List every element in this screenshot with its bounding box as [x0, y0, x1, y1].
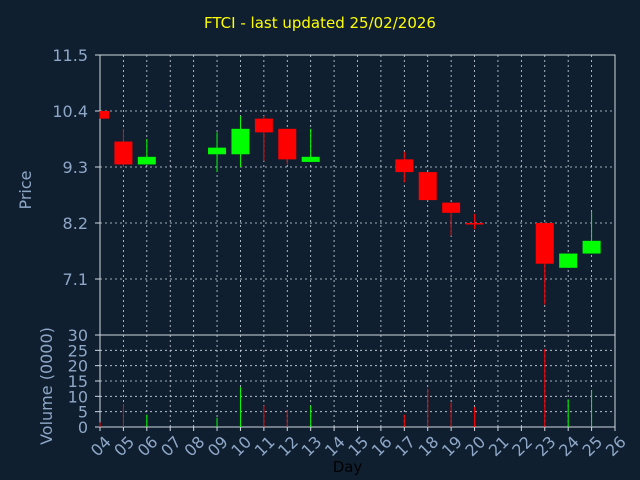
- price-tick-label: 9.3: [63, 158, 88, 177]
- candle-body: [100, 111, 109, 119]
- candle-body: [231, 128, 250, 155]
- x-axis-title: Day: [333, 458, 363, 476]
- price-axis-title: Price: [16, 170, 35, 209]
- candle-body: [208, 147, 227, 155]
- price-tick-label: 7.1: [63, 270, 88, 289]
- volume-tick-label: 10: [68, 387, 88, 406]
- volume-tick-label: 20: [68, 357, 88, 376]
- candle-body: [582, 240, 601, 254]
- candle-body: [254, 118, 273, 133]
- candle-body: [559, 253, 578, 268]
- price-tick-label: 10.4: [52, 102, 88, 121]
- candle-body: [278, 128, 297, 160]
- candle-body: [535, 223, 554, 264]
- volume-axis-title: Volume (0000): [37, 327, 56, 445]
- candle-body: [301, 156, 320, 162]
- candle-body: [137, 156, 156, 165]
- volume-tick-label: 0: [78, 418, 88, 437]
- candle-body: [114, 141, 133, 165]
- volume-tick-label: 5: [78, 403, 88, 422]
- volume-tick-label: 25: [68, 341, 88, 360]
- price-tick-label: 11.5: [52, 46, 88, 65]
- price-tick-label: 8.2: [63, 214, 88, 233]
- candles: [99, 111, 601, 305]
- volume-tick-label: 15: [68, 372, 88, 391]
- volume-tick-label: 30: [68, 326, 88, 345]
- x-tick-label: 26: [602, 432, 630, 460]
- chart-title: FTCI - last updated 25/02/2026: [204, 14, 436, 32]
- axes: [95, 54, 616, 431]
- candle-body: [418, 172, 437, 201]
- candle-body: [395, 159, 414, 173]
- volume-bars: [99, 348, 593, 427]
- candle-body: [442, 202, 461, 213]
- candle-body: [465, 223, 484, 225]
